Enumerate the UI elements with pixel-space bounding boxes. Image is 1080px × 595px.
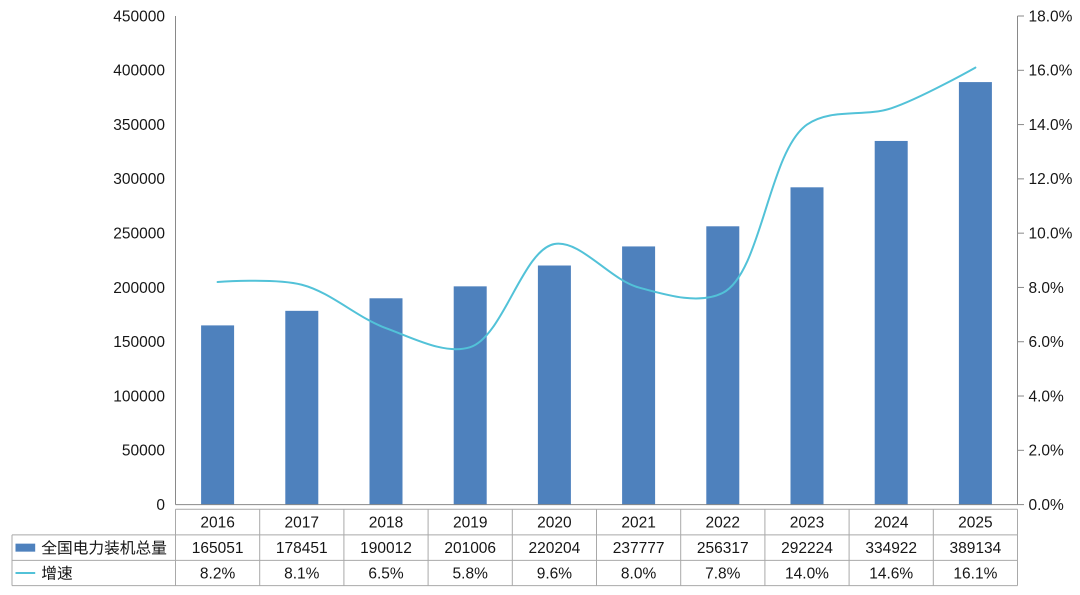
svg-text:350000: 350000: [113, 117, 165, 134]
svg-text:2017: 2017: [285, 514, 319, 531]
svg-text:6.0%: 6.0%: [1029, 334, 1065, 351]
svg-text:2021: 2021: [621, 514, 655, 531]
svg-text:14.6%: 14.6%: [869, 565, 913, 582]
svg-text:201006: 201006: [444, 540, 496, 557]
svg-text:8.2%: 8.2%: [200, 565, 236, 582]
svg-text:16.1%: 16.1%: [953, 565, 997, 582]
svg-text:400000: 400000: [113, 63, 165, 80]
svg-text:200000: 200000: [113, 280, 165, 297]
svg-text:190012: 190012: [360, 540, 412, 557]
svg-text:12.0%: 12.0%: [1029, 171, 1073, 188]
svg-text:100000: 100000: [113, 388, 165, 405]
svg-text:10.0%: 10.0%: [1029, 225, 1073, 242]
svg-text:8.0%: 8.0%: [1029, 280, 1065, 297]
svg-text:8.1%: 8.1%: [284, 565, 320, 582]
svg-text:18.0%: 18.0%: [1029, 8, 1073, 25]
svg-text:2024: 2024: [874, 514, 909, 531]
svg-text:16.0%: 16.0%: [1029, 63, 1073, 80]
svg-text:0.0%: 0.0%: [1029, 497, 1065, 514]
svg-text:300000: 300000: [113, 171, 165, 188]
svg-text:14.0%: 14.0%: [1029, 117, 1073, 134]
svg-text:9.6%: 9.6%: [537, 565, 573, 582]
svg-text:256317: 256317: [697, 540, 749, 557]
svg-text:165051: 165051: [192, 540, 244, 557]
svg-text:292224: 292224: [781, 540, 833, 557]
svg-text:2020: 2020: [537, 514, 572, 531]
svg-text:8.0%: 8.0%: [621, 565, 657, 582]
svg-text:334922: 334922: [865, 540, 917, 557]
svg-text:178451: 178451: [276, 540, 328, 557]
svg-text:50000: 50000: [122, 443, 165, 460]
svg-text:2022: 2022: [706, 514, 740, 531]
svg-text:5.8%: 5.8%: [453, 565, 489, 582]
svg-text:150000: 150000: [113, 334, 165, 351]
svg-text:2019: 2019: [453, 514, 487, 531]
svg-text:2023: 2023: [790, 514, 824, 531]
svg-text:0: 0: [156, 497, 165, 514]
svg-text:220204: 220204: [529, 540, 581, 557]
svg-text:2025: 2025: [958, 514, 992, 531]
svg-text:14.0%: 14.0%: [785, 565, 829, 582]
svg-text:2018: 2018: [369, 514, 403, 531]
svg-text:389134: 389134: [950, 540, 1002, 557]
svg-text:6.5%: 6.5%: [368, 565, 404, 582]
svg-text:237777: 237777: [613, 540, 665, 557]
svg-text:4.0%: 4.0%: [1029, 388, 1065, 405]
svg-text:2.0%: 2.0%: [1029, 443, 1065, 460]
svg-text:2016: 2016: [200, 514, 234, 531]
svg-text:450000: 450000: [113, 8, 165, 25]
svg-text:7.8%: 7.8%: [705, 565, 741, 582]
svg-text:250000: 250000: [113, 225, 165, 242]
